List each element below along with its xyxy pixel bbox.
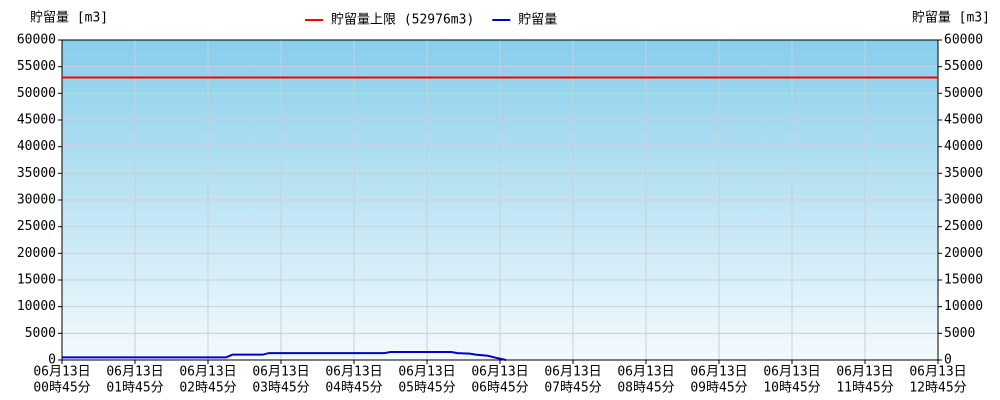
x-tick-label: 06月13日 (836, 365, 893, 380)
y-tick-label: 40000 (17, 139, 56, 154)
y-tick-label: 30000 (17, 193, 56, 208)
data-line (62, 351, 507, 361)
x-tick-label: 09時45分 (690, 381, 747, 396)
x-tick-label: 08時45分 (617, 381, 674, 396)
y2-tick-label: 15000 (944, 273, 983, 288)
x-tick-label: 11時45分 (836, 381, 893, 396)
y-tick-label: 55000 (17, 59, 56, 74)
x-tick-label: 02時45分 (179, 381, 236, 396)
y2-tick-label: 35000 (944, 166, 983, 181)
x-tick-label: 06月13日 (763, 365, 820, 380)
x-tick-label: 06月13日 (471, 365, 528, 380)
x-tick-label: 07時45分 (544, 381, 601, 396)
x-tick-label: 06時45分 (471, 381, 528, 396)
x-tick-label: 01時45分 (106, 381, 163, 396)
y2-tick-label: 25000 (944, 219, 983, 234)
legend: 貯留量上限 (52976m3) 貯留量 (305, 13, 557, 28)
y-tick-label: 15000 (17, 273, 56, 288)
y2-tick-label: 50000 (944, 86, 983, 101)
y-tick-label: 10000 (17, 299, 56, 314)
y-tick-label: 5000 (25, 326, 56, 341)
y-tick-label: 20000 (17, 246, 56, 261)
y2-tick-label: 60000 (944, 33, 983, 48)
x-tick-label: 06月13日 (106, 365, 163, 380)
y2-axis-label: 貯留量 [m3] (912, 11, 990, 26)
x-tick-label: 04時45分 (325, 381, 382, 396)
y2-tick-label: 5000 (944, 326, 975, 341)
x-tick-label: 05時45分 (398, 381, 455, 396)
x-tick-label: 12時45分 (909, 381, 966, 396)
x-tick-label: 06月13日 (179, 365, 236, 380)
y2-tick-label: 20000 (944, 246, 983, 261)
x-tick-label: 06月13日 (544, 365, 601, 380)
y-tick-label: 45000 (17, 113, 56, 128)
y-tick-label: 60000 (17, 33, 56, 48)
x-tick-label: 06月13日 (33, 365, 90, 380)
y-tick-label: 35000 (17, 166, 56, 181)
y2-tick-label: 55000 (944, 59, 983, 74)
y-axis-label: 貯留量 [m3] (30, 11, 108, 26)
x-tick-label: 06月13日 (909, 365, 966, 380)
x-tick-label: 10時45分 (763, 381, 820, 396)
y2-tick-label: 45000 (944, 113, 983, 128)
x-tick-label: 06月13日 (252, 365, 309, 380)
x-tick-label: 00時45分 (33, 381, 90, 396)
legend-label: 貯留量 (518, 13, 557, 28)
y2-tick-label: 10000 (944, 299, 983, 314)
plot-frame (61, 39, 939, 361)
y2-tick-label: 30000 (944, 193, 983, 208)
y-tick-label: 50000 (17, 86, 56, 101)
y2-tick-label: 0 (944, 353, 952, 368)
x-tick-label: 03時45分 (252, 381, 309, 396)
y-tick-label: 0 (48, 353, 56, 368)
x-tick-label: 06月13日 (690, 365, 747, 380)
x-tick-label: 06月13日 (398, 365, 455, 380)
y2-tick-label: 40000 (944, 139, 983, 154)
legend-label: 貯留量上限 (52976m3) (331, 13, 474, 28)
x-tick-label: 06月13日 (325, 365, 382, 380)
x-tick-label: 06月13日 (617, 365, 674, 380)
y-tick-label: 25000 (17, 219, 56, 234)
